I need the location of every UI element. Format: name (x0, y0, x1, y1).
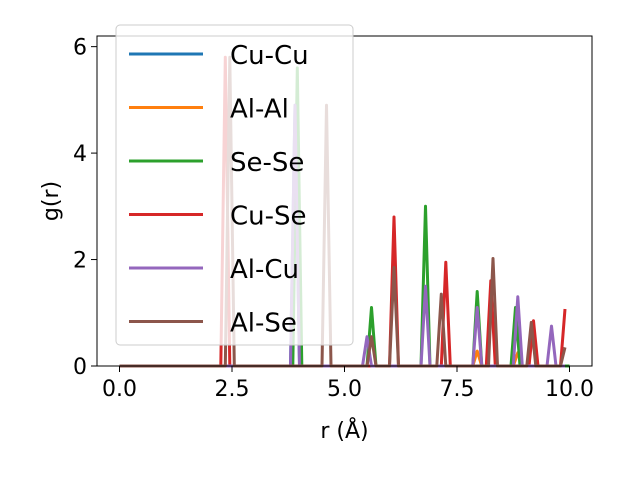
legend-box (115, 24, 354, 346)
legend: Cu-Cu Al-Al Se-Se Cu-Se Al-Cu Al-Se (115, 24, 354, 346)
legend-label: Cu-Se (230, 202, 307, 232)
legend-label: Al-Al (230, 95, 289, 125)
x-tick-label: 5.0 (327, 377, 362, 402)
x-tick-label: 7.5 (440, 377, 475, 402)
y-tick-label: 2 (73, 249, 87, 274)
y-tick-label: 6 (73, 36, 87, 61)
y-axis: 0 2 4 6 (73, 36, 97, 380)
x-tick-label: 0.0 (102, 377, 137, 402)
x-tick-label: 10.0 (545, 377, 594, 402)
legend-label: Cu-Cu (230, 41, 309, 71)
legend-label: Se-Se (230, 148, 304, 178)
y-axis-label: g(r) (39, 181, 64, 221)
series-line-al-al (119, 349, 570, 368)
y-tick-label: 0 (73, 355, 87, 380)
legend-label: Al-Se (230, 309, 297, 339)
legend-label: Al-Cu (230, 255, 299, 285)
x-axis: 0.0 2.5 5.0 7.5 10.0 (102, 366, 594, 402)
y-tick-label: 4 (73, 142, 87, 167)
legend-items: Cu-Cu Al-Al Se-Se Cu-Se Al-Cu Al-Se (129, 41, 309, 339)
x-axis-label: r (Å) (320, 417, 368, 444)
x-tick-label: 2.5 (215, 377, 250, 402)
